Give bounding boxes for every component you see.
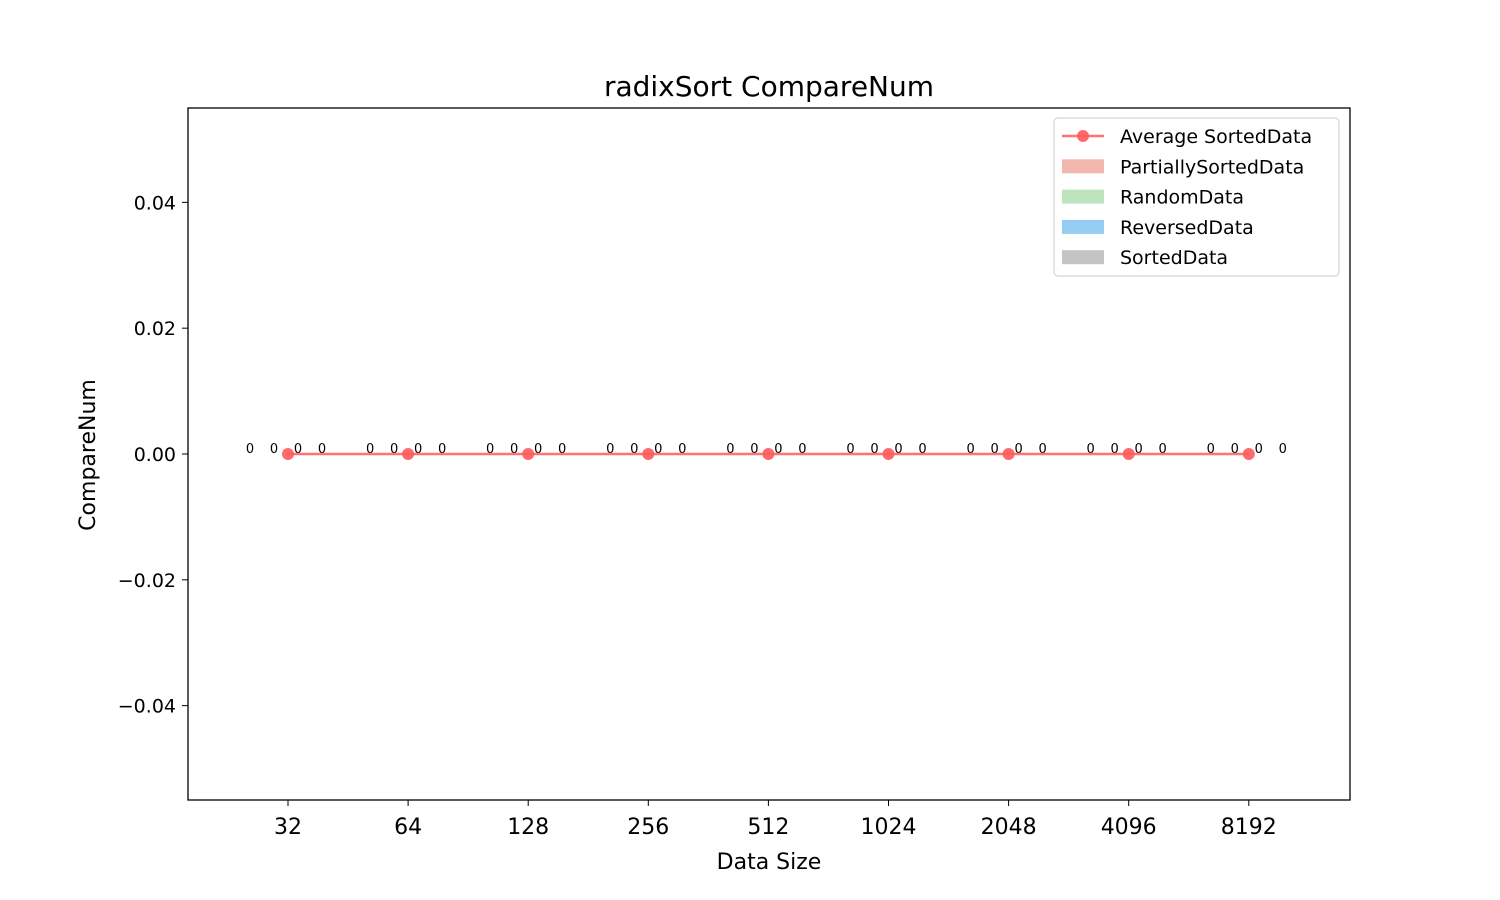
line-point-1024 xyxy=(882,448,895,460)
line-point-64 xyxy=(402,448,415,460)
x-axis-label: Data Size xyxy=(717,850,822,875)
y-tick-label: 0.04 xyxy=(134,192,176,214)
line-point-8192 xyxy=(1242,448,1255,460)
legend-patch-swatch xyxy=(1062,219,1104,234)
bar-value-label: 0 xyxy=(1255,442,1263,457)
bar-value-label: 0 xyxy=(870,442,878,457)
bar-value-label: 0 xyxy=(1087,442,1095,457)
y-tick-label: 0.00 xyxy=(134,444,176,466)
legend-marker-swatch xyxy=(1077,130,1089,142)
legend-entry-label: SortedData xyxy=(1120,247,1228,269)
bar-value-label: 0 xyxy=(1014,442,1022,457)
bar-value-label: 0 xyxy=(1135,442,1143,457)
legend-patch-swatch xyxy=(1062,189,1104,204)
plot-area: 0 0 0 0 0 0 0 0 0 0 0 0 0 0 0 0 0 0 0 0 0 0 0 0 0 0 0 0 0 0 0 0 0 0 0 0 xyxy=(246,442,1287,460)
line-point-512 xyxy=(762,448,775,460)
bar-value-label: 0 xyxy=(726,442,734,457)
y-tick-label: −0.02 xyxy=(118,570,176,592)
legend-entry-label: PartiallySortedData xyxy=(1120,156,1304,178)
bar-value-label: 0 xyxy=(654,442,662,457)
bar-value-label: 0 xyxy=(1231,442,1239,457)
bar-value-label: 0 xyxy=(750,442,758,457)
x-tick-label: 64 xyxy=(394,815,422,840)
bar-value-label: 0 xyxy=(798,442,806,457)
bar-value-label: 0 xyxy=(1159,442,1167,457)
line-point-32 xyxy=(282,448,294,460)
bar-value-label: 0 xyxy=(1111,442,1119,457)
x-tick-label: 2048 xyxy=(981,815,1037,840)
bar-value-label: 0 xyxy=(390,442,398,457)
x-tick-label: 512 xyxy=(747,815,789,840)
bar-value-label: 0 xyxy=(246,442,254,457)
line-point-128 xyxy=(522,448,535,460)
legend: Average SortedData PartiallySortedData Ran… xyxy=(1053,117,1340,277)
x-tick-label: 8192 xyxy=(1221,815,1277,840)
bar-value-label: 0 xyxy=(366,442,374,457)
bar-value-label: 0 xyxy=(294,442,302,457)
bar-value-label: 0 xyxy=(774,442,782,457)
legend-patch-swatch xyxy=(1062,250,1104,265)
line-point-256 xyxy=(642,448,655,460)
line-point-4096 xyxy=(1122,448,1135,460)
y-tick-label: 0.02 xyxy=(134,318,176,340)
x-tick-label: 128 xyxy=(507,815,549,840)
legend-frame xyxy=(1053,117,1340,277)
chart-title: radixSort CompareNum xyxy=(604,70,934,103)
bar-value-label: 0 xyxy=(1207,442,1215,457)
x-tick-label: 1024 xyxy=(861,815,917,840)
bar-value-label: 0 xyxy=(318,442,326,457)
y-tick-label: −0.04 xyxy=(118,696,176,718)
bar-value-label: 0 xyxy=(894,442,902,457)
x-tick-label: 4096 xyxy=(1101,815,1157,840)
bar-value-label: 0 xyxy=(918,442,926,457)
bar-value-label: 0 xyxy=(990,442,998,457)
bar-value-label: 0 xyxy=(966,442,974,457)
axes: 32 64 128 256 512 1024 2048 4096 8192 −0.04 −0.02 0… xyxy=(118,192,1277,840)
bar-value-label: 0 xyxy=(558,442,566,457)
bar-value-label: 0 xyxy=(486,442,494,457)
line-point-2048 xyxy=(1002,448,1015,460)
bar-value-label: 0 xyxy=(1038,442,1046,457)
bar-value-label: 0 xyxy=(846,442,854,457)
x-tick-label: 32 xyxy=(274,815,302,840)
bar-value-label: 0 xyxy=(678,442,686,457)
bar-value-label: 0 xyxy=(606,442,614,457)
bar-value-label: 0 xyxy=(630,442,638,457)
legend-entry-label: Average SortedData xyxy=(1120,126,1312,148)
legend-entry-label: RandomData xyxy=(1120,187,1244,209)
legend-entry-label: ReversedData xyxy=(1120,217,1254,239)
y-axis-label: CompareNum xyxy=(76,379,101,531)
bar-value-label: 0 xyxy=(1279,442,1287,457)
bar-value-label: 0 xyxy=(510,442,518,457)
bar-value-label: 0 xyxy=(534,442,542,457)
legend-patch-swatch xyxy=(1062,159,1104,174)
bar-value-label: 0 xyxy=(438,442,446,457)
x-tick-label: 256 xyxy=(627,815,669,840)
bar-value-label: 0 xyxy=(414,442,422,457)
bar-value-label: 0 xyxy=(270,442,278,457)
